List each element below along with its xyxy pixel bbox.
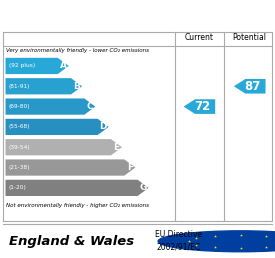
Polygon shape	[234, 79, 265, 94]
Polygon shape	[184, 99, 215, 114]
Text: (92 plus): (92 plus)	[9, 63, 35, 68]
Text: EU Directive: EU Directive	[155, 230, 202, 239]
Polygon shape	[6, 119, 109, 135]
Text: Environmental Impact (CO₂) Rating: Environmental Impact (CO₂) Rating	[21, 8, 254, 21]
Text: E: E	[113, 143, 120, 152]
Text: B: B	[73, 82, 80, 91]
Text: (1-20): (1-20)	[9, 185, 27, 190]
Text: England & Wales: England & Wales	[9, 235, 134, 248]
Circle shape	[158, 231, 275, 252]
Text: Potential: Potential	[233, 33, 267, 42]
Text: F: F	[127, 163, 133, 172]
Text: 87: 87	[244, 80, 261, 93]
Polygon shape	[6, 139, 122, 155]
Text: 2002/91/EC: 2002/91/EC	[157, 242, 201, 251]
Text: G: G	[139, 183, 147, 192]
Polygon shape	[6, 58, 69, 74]
Text: (81-91): (81-91)	[9, 84, 30, 89]
Text: Very environmentally friendly - lower CO₂ emissions: Very environmentally friendly - lower CO…	[6, 49, 148, 53]
Polygon shape	[6, 180, 148, 196]
Text: D: D	[100, 122, 107, 131]
Polygon shape	[6, 78, 82, 94]
Text: C: C	[87, 102, 93, 111]
Text: Current: Current	[185, 33, 214, 42]
Text: (55-68): (55-68)	[9, 124, 31, 130]
Polygon shape	[6, 99, 95, 115]
Text: Not environmentally friendly - higher CO₂ emissions: Not environmentally friendly - higher CO…	[6, 203, 148, 208]
Polygon shape	[6, 159, 135, 176]
Text: 72: 72	[194, 100, 210, 113]
Text: (21-38): (21-38)	[9, 165, 31, 170]
Text: (69-80): (69-80)	[9, 104, 31, 109]
Text: (39-54): (39-54)	[9, 145, 31, 150]
Text: A: A	[60, 61, 67, 70]
